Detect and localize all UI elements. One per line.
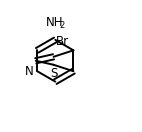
Text: NH: NH [46,16,63,29]
Text: N: N [25,65,34,78]
Text: S: S [50,67,57,80]
Text: Br: Br [56,35,69,48]
Text: 2: 2 [60,21,65,30]
